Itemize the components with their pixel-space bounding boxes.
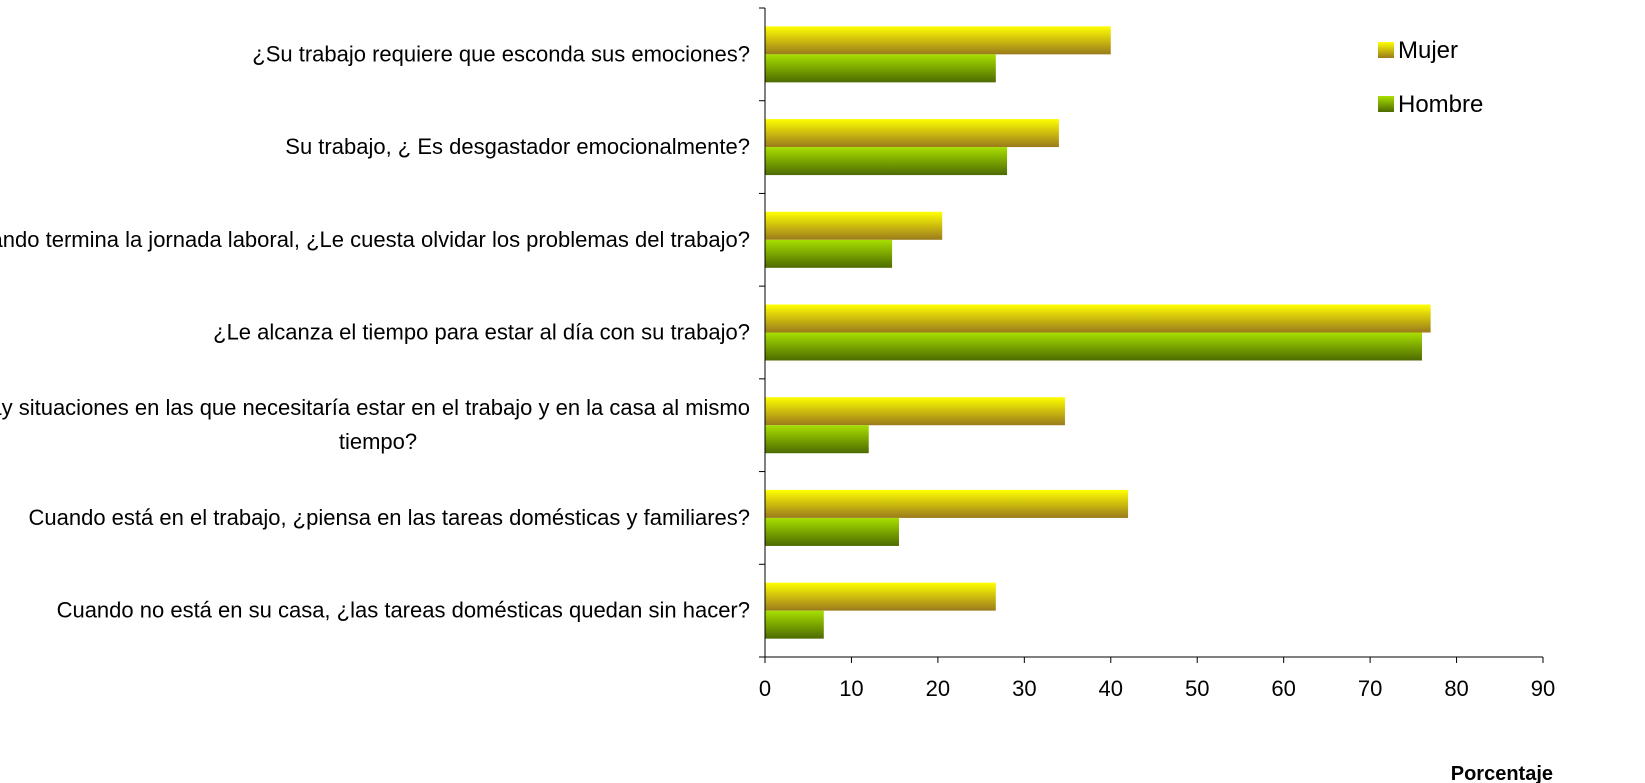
bar-mujer-7: [765, 582, 996, 611]
category-label: ¿Le alcanza el tiempo para estar al día …: [213, 320, 750, 345]
axes-layer: [759, 7, 1543, 658]
x-tick-label: 20: [926, 676, 950, 701]
x-tick-label: 0: [759, 676, 771, 701]
bar-hombre-5: [765, 425, 869, 454]
legend-label-mujer: Mujer: [1398, 37, 1458, 64]
bar-hombre-3: [765, 239, 893, 268]
category-label: Su trabajo, ¿ Es desgastador emocionalme…: [285, 134, 750, 159]
x-tick-label: 70: [1358, 676, 1382, 701]
x-tick-labels: 0 10 20 30 40 50 60 70 80 90: [759, 657, 1555, 701]
x-tick-label: 80: [1444, 676, 1468, 701]
bar-mujer-6: [765, 489, 1129, 518]
bars-layer: [765, 26, 1431, 639]
bar-hombre-6: [765, 517, 899, 546]
legend-swatch-hombre: [1378, 96, 1394, 112]
legend: Mujer Hombre: [1378, 37, 1483, 118]
bar-mujer-2: [765, 119, 1059, 148]
category-label: Cuando no está en su casa, ¿las tareas d…: [57, 598, 750, 623]
bar-hombre-4: [765, 332, 1422, 361]
x-tick-label: 30: [1012, 676, 1036, 701]
bar-mujer-1: [765, 26, 1111, 55]
category-label: Cuando está en el trabajo, ¿piensa en la…: [29, 505, 751, 530]
legend-swatch-mujer: [1378, 42, 1394, 58]
category-label: ¿Hay situaciones en las que necesitaría …: [0, 395, 750, 420]
x-axis-label: Porcentaje: [1451, 763, 1553, 783]
category-label: Cuando termina la jornada laboral, ¿Le c…: [0, 227, 750, 252]
bar-mujer-3: [765, 211, 943, 240]
x-tick-label: 40: [1099, 676, 1123, 701]
category-label: ¿Su trabajo requiere que esconda sus emo…: [252, 41, 750, 66]
category-labels: ¿Su trabajo requiere que esconda sus emo…: [0, 41, 750, 622]
x-tick-label: 90: [1531, 676, 1555, 701]
bar-hombre-7: [765, 610, 824, 639]
bar-hombre-1: [765, 54, 996, 83]
bar-mujer-5: [765, 397, 1065, 426]
bar-hombre-2: [765, 147, 1008, 176]
x-tick-label: 60: [1271, 676, 1295, 701]
legend-label-hombre: Hombre: [1398, 91, 1483, 118]
x-tick-label: 10: [839, 676, 863, 701]
category-label: tiempo?: [339, 429, 417, 454]
x-tick-label: 50: [1185, 676, 1209, 701]
bar-mujer-4: [765, 304, 1431, 333]
